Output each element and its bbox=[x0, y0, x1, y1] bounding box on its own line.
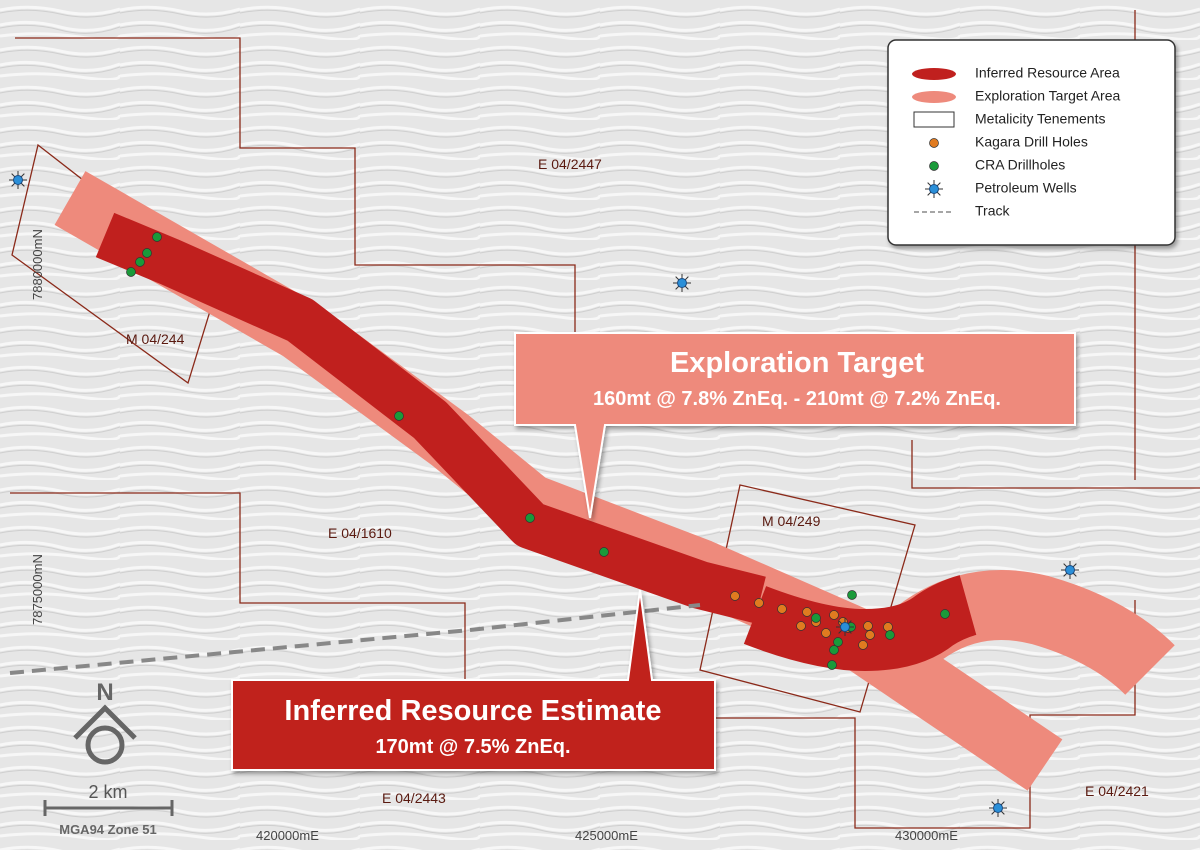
well-dot bbox=[994, 804, 1003, 813]
cra-drillhole bbox=[127, 268, 136, 277]
cra-drillhole bbox=[828, 661, 837, 670]
legend-entry: Metalicity Tenements bbox=[975, 111, 1105, 127]
petroleum-well bbox=[925, 180, 943, 198]
kagara-drill-hole bbox=[797, 622, 806, 631]
kagara-drill-hole bbox=[864, 622, 873, 631]
projection-label: MGA94 Zone 51 bbox=[59, 822, 157, 837]
petroleum-well bbox=[9, 171, 27, 189]
cra-drillhole bbox=[153, 233, 162, 242]
tenement-label: M 04/244 bbox=[126, 331, 185, 347]
kagara-drill-hole bbox=[803, 608, 812, 617]
cra-drillhole bbox=[941, 610, 950, 619]
legend-entry: CRA Drillholes bbox=[975, 157, 1065, 173]
tenement-label: E 04/2421 bbox=[1085, 783, 1149, 799]
well-dot bbox=[1066, 566, 1075, 575]
tenement-label: E 04/1610 bbox=[328, 525, 392, 541]
well-dot bbox=[678, 279, 687, 288]
legend-entry: Petroleum Wells bbox=[975, 180, 1077, 196]
easting-label: 420000mE bbox=[256, 828, 319, 843]
map: E 04/2447 M 04/244 E 04/1610 M 04/249 E … bbox=[0, 0, 1200, 850]
petroleum-well bbox=[1061, 561, 1079, 579]
well-dot bbox=[841, 623, 850, 632]
kagara-drill-hole bbox=[830, 611, 839, 620]
cra-drillhole bbox=[834, 638, 843, 647]
callout-detail: 160mt @ 7.8% ZnEq. - 210mt @ 7.2% ZnEq. bbox=[593, 388, 1001, 410]
cra-drillhole bbox=[886, 631, 895, 640]
easting-label: 430000mE bbox=[895, 828, 958, 843]
northing-label: 7880000mN bbox=[30, 229, 45, 300]
callout-title: Inferred Resource Estimate bbox=[284, 695, 661, 727]
callout-title: Exploration Target bbox=[670, 347, 924, 379]
kagara-drill-hole bbox=[884, 623, 893, 632]
cra-drillhole bbox=[143, 249, 152, 258]
cra-drillhole bbox=[526, 514, 535, 523]
cra-drillhole bbox=[395, 412, 404, 421]
kagara-drill-hole bbox=[866, 631, 875, 640]
cra-drillhole bbox=[812, 614, 821, 623]
legend-entry: Track bbox=[975, 203, 1010, 219]
legend-entry: Inferred Resource Area bbox=[975, 65, 1120, 81]
tenement-label: M 04/249 bbox=[762, 513, 821, 529]
kagara-drill-hole bbox=[778, 605, 787, 614]
cra-drillhole bbox=[136, 258, 145, 267]
legend-entry: Exploration Target Area bbox=[975, 88, 1120, 104]
scale-label: 2 km bbox=[88, 782, 127, 802]
north-label: N bbox=[96, 679, 113, 706]
cra-drillhole bbox=[830, 646, 839, 655]
well-dot bbox=[14, 176, 23, 185]
legend-entry: Kagara Drill Holes bbox=[975, 134, 1088, 150]
tenement-label: E 04/2447 bbox=[538, 156, 602, 172]
petroleum-well bbox=[989, 799, 1007, 817]
kagara-drill-hole bbox=[859, 641, 868, 650]
callout-detail: 170mt @ 7.5% ZnEq. bbox=[375, 736, 570, 758]
cra-drillhole bbox=[848, 591, 857, 600]
well-dot bbox=[930, 185, 939, 194]
petroleum-well bbox=[673, 274, 691, 292]
northing-label: 7875000mN bbox=[30, 554, 45, 625]
petroleum-well bbox=[836, 618, 854, 636]
kagara-drill-hole bbox=[731, 592, 740, 601]
kagara-drill-hole bbox=[755, 599, 764, 608]
tenement-label: E 04/2443 bbox=[382, 790, 446, 806]
legend: Inferred Resource Area Exploration Targe… bbox=[888, 40, 1175, 245]
easting-label: 425000mE bbox=[575, 828, 638, 843]
cra-drillhole bbox=[600, 548, 609, 557]
kagara-drill-hole bbox=[822, 629, 831, 638]
